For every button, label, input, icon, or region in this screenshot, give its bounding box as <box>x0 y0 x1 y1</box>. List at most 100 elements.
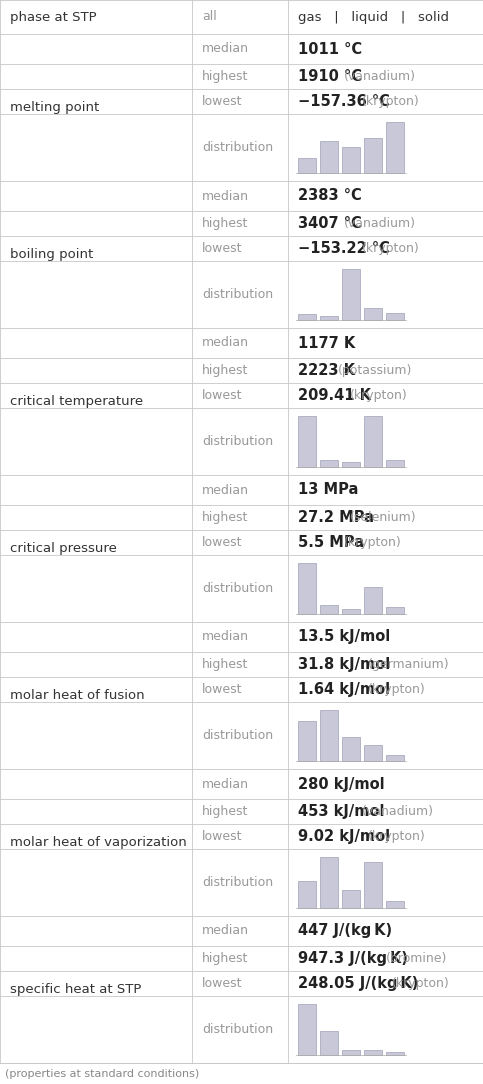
Text: (krypton): (krypton) <box>362 242 420 255</box>
Text: 27.2 MPa: 27.2 MPa <box>298 509 374 525</box>
Text: highest: highest <box>202 952 248 965</box>
Text: 1910 °C: 1910 °C <box>298 69 362 83</box>
Bar <box>364 416 382 467</box>
Bar <box>386 754 404 761</box>
Text: 1011 °C: 1011 °C <box>298 41 362 56</box>
Text: −157.36 °C: −157.36 °C <box>298 94 390 109</box>
Bar <box>342 737 360 761</box>
Bar <box>298 314 316 320</box>
Bar <box>342 1050 360 1055</box>
Text: (potassium): (potassium) <box>338 364 412 377</box>
Text: distribution: distribution <box>202 141 273 154</box>
Bar <box>386 312 404 320</box>
Text: 9.02 kJ/mol: 9.02 kJ/mol <box>298 829 390 844</box>
Bar <box>386 122 404 173</box>
Bar <box>386 901 404 908</box>
Text: highest: highest <box>202 217 248 230</box>
Bar <box>342 269 360 320</box>
Text: distribution: distribution <box>202 288 273 301</box>
Bar <box>298 563 316 614</box>
Text: (krypton): (krypton) <box>350 389 408 402</box>
Text: lowest: lowest <box>202 683 242 696</box>
Text: 1.64 kJ/mol: 1.64 kJ/mol <box>298 682 390 697</box>
Text: median: median <box>202 483 249 496</box>
Bar <box>320 1031 338 1055</box>
Bar <box>298 1004 316 1055</box>
Text: gas   |   liquid   |   solid: gas | liquid | solid <box>298 11 449 24</box>
Text: 3407 °C: 3407 °C <box>298 216 362 231</box>
Text: distribution: distribution <box>202 730 273 743</box>
Bar <box>342 890 360 908</box>
Text: median: median <box>202 42 249 55</box>
Text: distribution: distribution <box>202 876 273 889</box>
Text: lowest: lowest <box>202 535 242 549</box>
Text: 5.5 MPa: 5.5 MPa <box>298 535 364 550</box>
Bar <box>320 460 338 467</box>
Text: distribution: distribution <box>202 1023 273 1036</box>
Text: 2383 °C: 2383 °C <box>298 189 362 204</box>
Bar <box>364 308 382 320</box>
Text: lowest: lowest <box>202 830 242 843</box>
Text: highest: highest <box>202 70 248 83</box>
Text: median: median <box>202 777 249 790</box>
Text: lowest: lowest <box>202 242 242 255</box>
Text: 2223 K: 2223 K <box>298 363 355 378</box>
Text: all: all <box>202 11 217 24</box>
Text: (bromine): (bromine) <box>386 952 447 965</box>
Text: (germanium): (germanium) <box>368 658 450 671</box>
Text: (krypton): (krypton) <box>368 830 426 843</box>
Bar <box>342 462 360 467</box>
Bar <box>364 1050 382 1055</box>
Text: 209.41 K: 209.41 K <box>298 388 371 403</box>
Text: (krypton): (krypton) <box>344 535 402 549</box>
Text: −153.22 °C: −153.22 °C <box>298 241 390 256</box>
Bar <box>298 880 316 908</box>
Text: specific heat at STP: specific heat at STP <box>10 983 142 996</box>
Text: (properties at standard conditions): (properties at standard conditions) <box>5 1070 199 1080</box>
Text: (selenium): (selenium) <box>350 511 417 524</box>
Text: molar heat of vaporization: molar heat of vaporization <box>10 836 187 849</box>
Text: molar heat of fusion: molar heat of fusion <box>10 689 144 702</box>
Text: 453 kJ/mol: 453 kJ/mol <box>298 804 384 820</box>
Text: 13 MPa: 13 MPa <box>298 482 358 498</box>
Text: highest: highest <box>202 658 248 671</box>
Text: phase at STP: phase at STP <box>10 11 97 24</box>
Text: critical temperature: critical temperature <box>10 395 143 408</box>
Text: (krypton): (krypton) <box>392 977 450 990</box>
Bar <box>298 416 316 467</box>
Text: 447 J/(kg K): 447 J/(kg K) <box>298 924 392 939</box>
Text: median: median <box>202 925 249 938</box>
Text: (krypton): (krypton) <box>368 683 426 696</box>
Text: highest: highest <box>202 364 248 377</box>
Text: highest: highest <box>202 511 248 524</box>
Text: lowest: lowest <box>202 977 242 990</box>
Text: distribution: distribution <box>202 582 273 595</box>
Text: median: median <box>202 631 249 644</box>
Bar <box>364 138 382 173</box>
Bar <box>342 608 360 614</box>
Text: boiling point: boiling point <box>10 248 93 261</box>
Text: lowest: lowest <box>202 95 242 108</box>
Bar <box>320 605 338 614</box>
Text: (vanadium): (vanadium) <box>362 805 434 818</box>
Bar <box>298 721 316 761</box>
Bar <box>386 607 404 614</box>
Text: distribution: distribution <box>202 435 273 448</box>
Bar <box>364 586 382 614</box>
Text: highest: highest <box>202 805 248 818</box>
Text: melting point: melting point <box>10 101 99 114</box>
Text: 13.5 kJ/mol: 13.5 kJ/mol <box>298 630 390 645</box>
Text: critical pressure: critical pressure <box>10 542 117 555</box>
Bar <box>320 710 338 761</box>
Text: 280 kJ/mol: 280 kJ/mol <box>298 776 384 791</box>
Bar <box>320 315 338 320</box>
Text: lowest: lowest <box>202 389 242 402</box>
Text: 31.8 kJ/mol: 31.8 kJ/mol <box>298 657 390 672</box>
Bar <box>386 460 404 467</box>
Bar <box>342 146 360 173</box>
Text: 248.05 J/(kg K): 248.05 J/(kg K) <box>298 976 418 991</box>
Text: 1177 K: 1177 K <box>298 336 355 350</box>
Bar <box>320 141 338 173</box>
Bar <box>364 863 382 908</box>
Text: median: median <box>202 190 249 203</box>
